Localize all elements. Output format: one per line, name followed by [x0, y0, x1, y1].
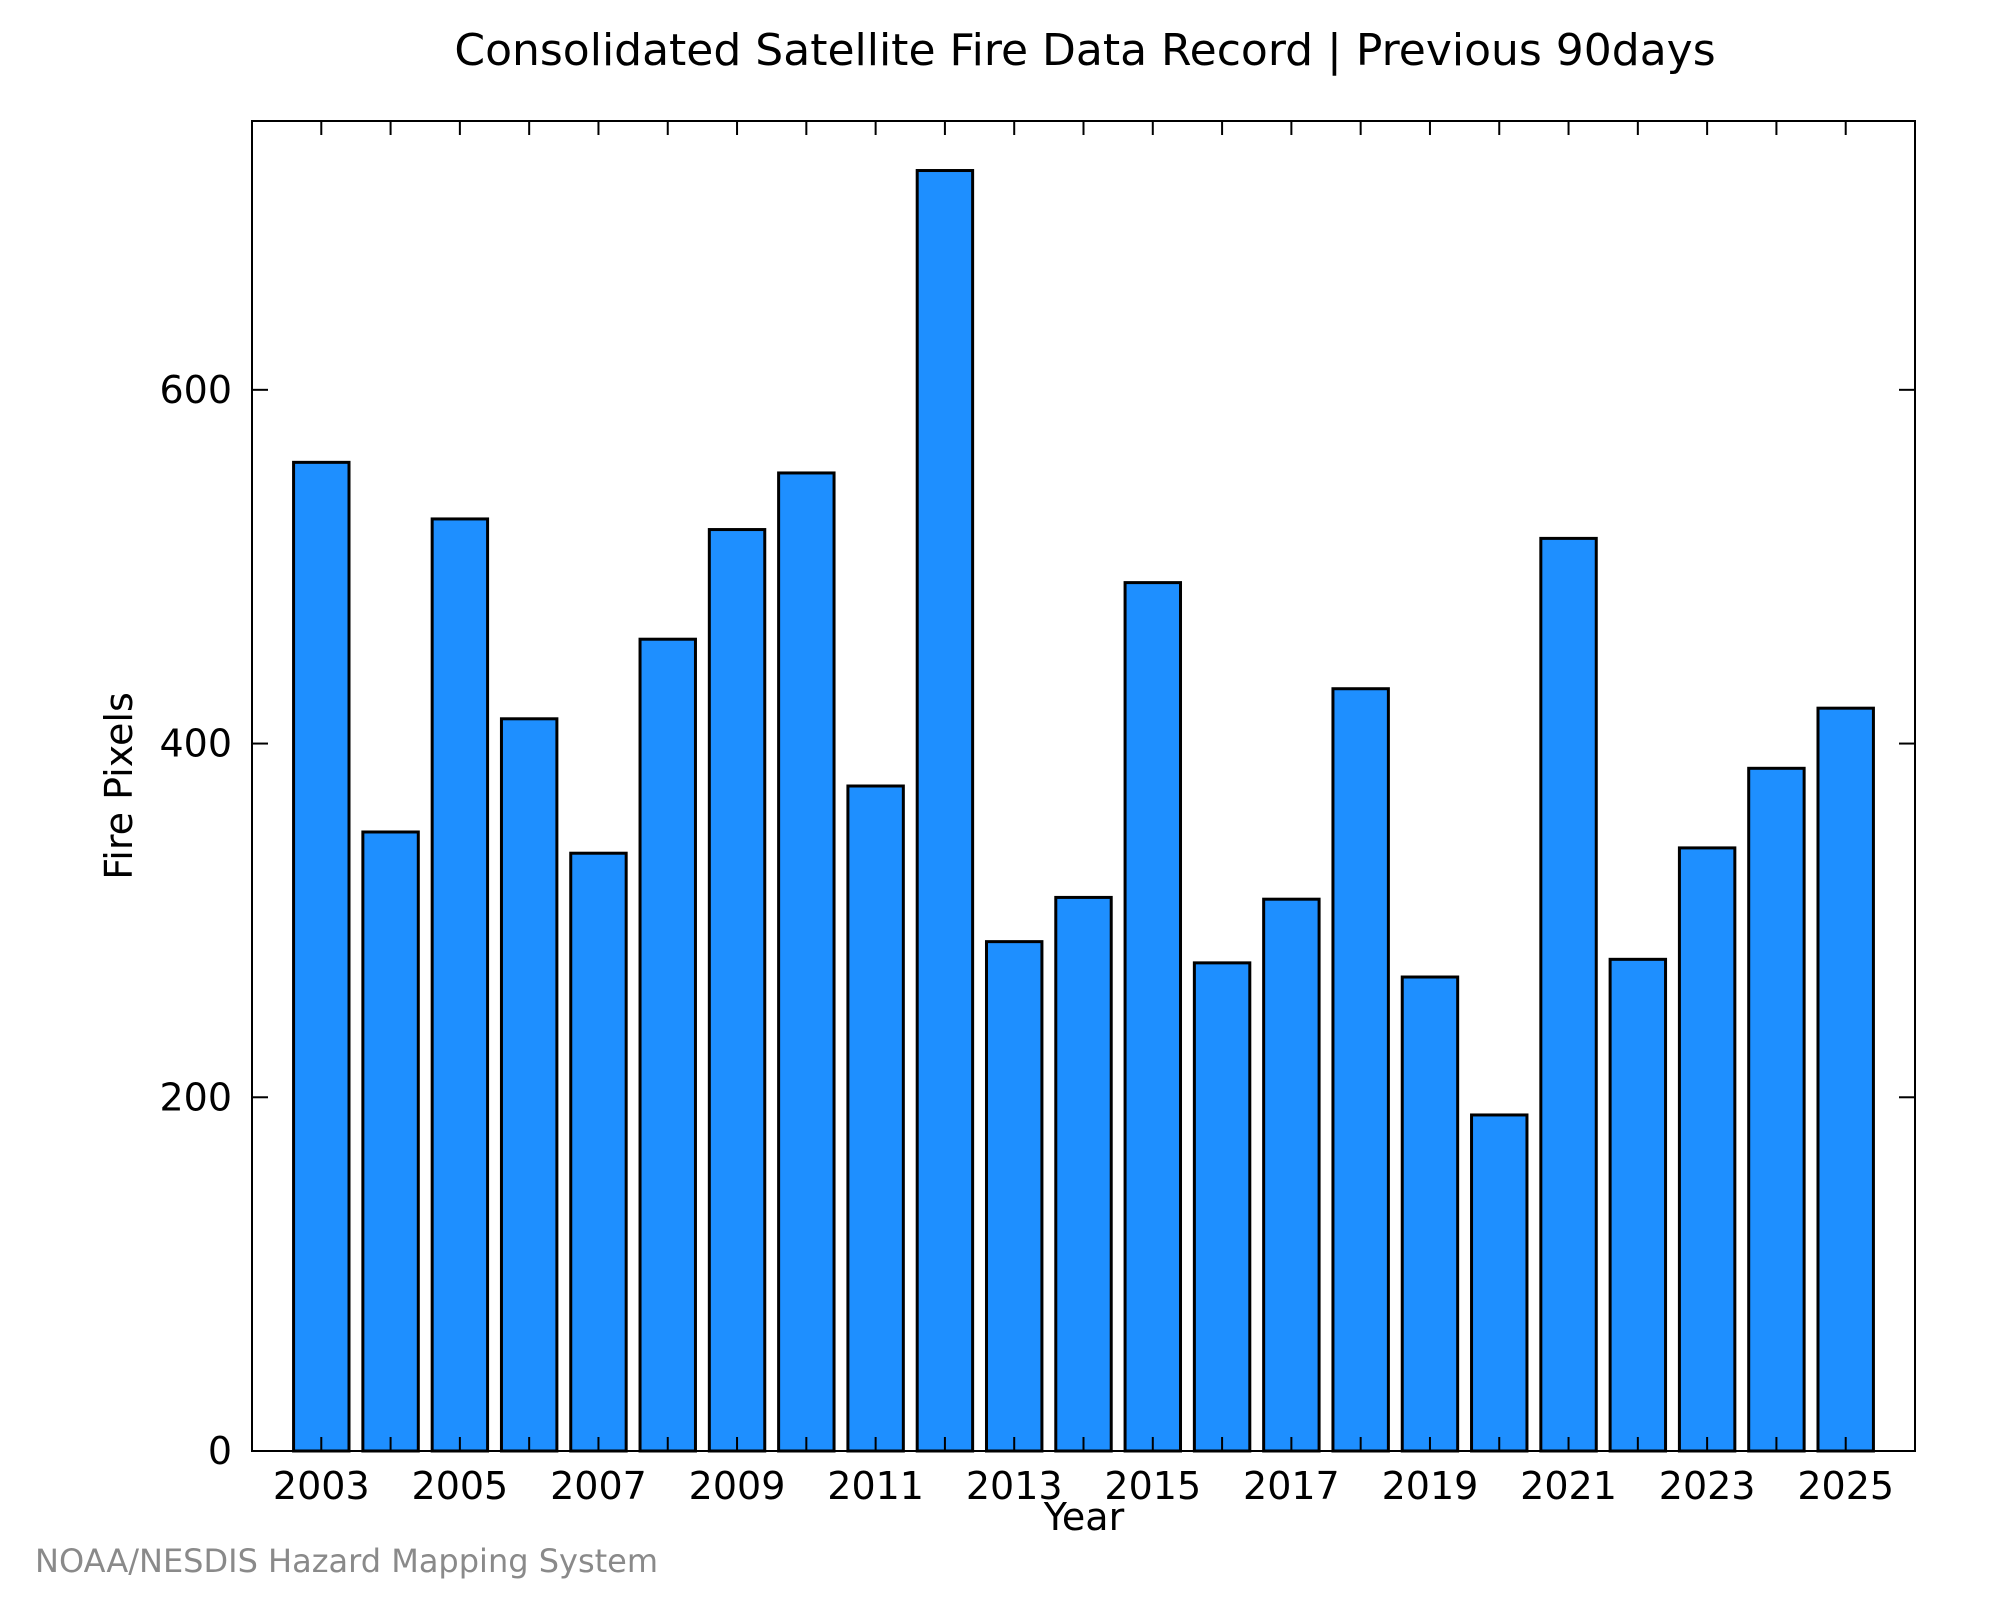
bar-2003	[292, 460, 351, 1453]
x-tick-label-2025: 2025	[1797, 1464, 1894, 1508]
y-tick-label-600: 600	[159, 368, 232, 412]
bar-2019	[1400, 975, 1460, 1453]
bar-2004	[361, 830, 420, 1453]
bar-2018	[1331, 687, 1390, 1453]
bar-2020	[1470, 1113, 1529, 1453]
credit-text: NOAA/NESDIS Hazard Mapping System	[35, 1542, 658, 1580]
x-tick-label-2003: 2003	[273, 1464, 370, 1508]
bars-group	[292, 169, 1875, 1453]
bar-2010	[777, 471, 836, 1453]
x-tick-label-2019: 2019	[1382, 1464, 1479, 1508]
x-axis-ticks: 2003 2005 2007 2009 2011 2013 2015 2017 2019 2021…	[273, 121, 1894, 1508]
bar-2015	[1123, 581, 1183, 1453]
bar-2007	[569, 851, 628, 1453]
x-tick-label-2009: 2009	[689, 1464, 786, 1508]
x-tick-label-2015: 2015	[1104, 1464, 1201, 1508]
bar-2009	[707, 528, 767, 1453]
x-tick-label-2011: 2011	[827, 1464, 924, 1508]
x-tick-label-2017: 2017	[1243, 1464, 1340, 1508]
y-axis-label: Fire Pixels	[97, 692, 141, 880]
x-axis-label: Year	[1043, 1495, 1125, 1539]
bar-2021	[1539, 536, 1598, 1453]
x-tick-label-2021: 2021	[1520, 1464, 1617, 1508]
bar-2025	[1816, 706, 1875, 1453]
bar-2005	[430, 517, 490, 1453]
chart-title: Consolidated Satellite Fire Data Record …	[454, 25, 1715, 76]
x-tick-label-2013: 2013	[966, 1464, 1063, 1508]
bar-2022	[1608, 957, 1668, 1453]
y-tick-label-0: 0	[208, 1429, 232, 1473]
bar-2014	[1054, 895, 1113, 1453]
y-axis-ticks: 0 200 400 600	[159, 368, 1915, 1473]
x-tick-label-2005: 2005	[412, 1464, 509, 1508]
bar-2024	[1747, 766, 1806, 1453]
bar-2023	[1677, 846, 1737, 1453]
bar-2017	[1262, 897, 1321, 1453]
bar-2011	[846, 784, 905, 1453]
bar-2006	[499, 717, 559, 1453]
bar-2016	[1192, 961, 1252, 1453]
bar-2008	[638, 637, 697, 1453]
y-tick-label-400: 400	[159, 722, 232, 766]
plot-frame	[251, 120, 1916, 1452]
x-tick-label-2023: 2023	[1659, 1464, 1756, 1508]
bar-2013	[984, 940, 1044, 1453]
y-tick-label-200: 200	[159, 1075, 232, 1119]
x-tick-label-2007: 2007	[550, 1464, 647, 1508]
bar-2012	[915, 169, 975, 1453]
